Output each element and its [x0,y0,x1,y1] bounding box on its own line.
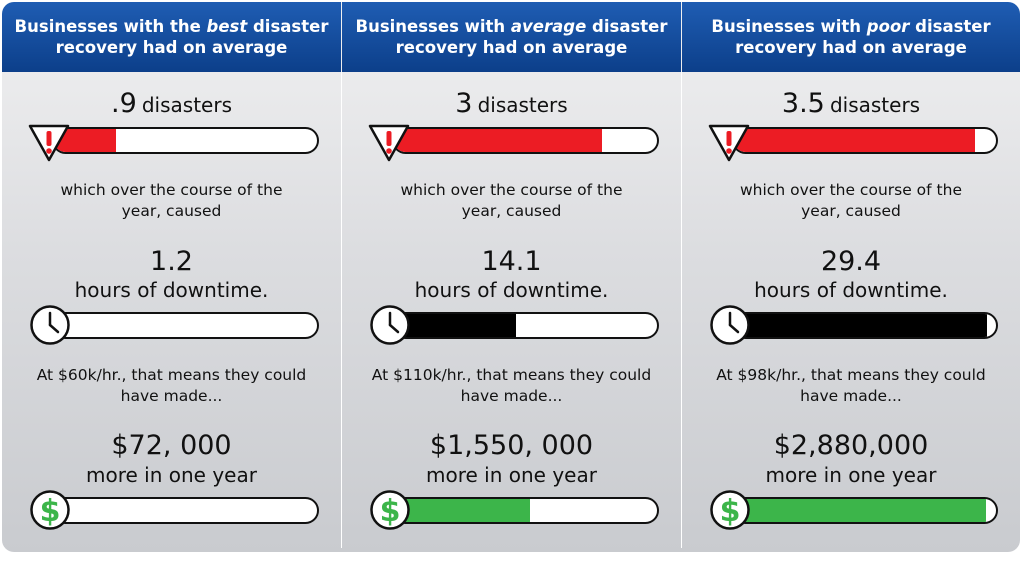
header-text-pre: Businesses with [355,17,511,36]
rate-text-line: At $110k/hr., that means they could [371,366,652,384]
hours-value: 14.1 [481,246,542,277]
disasters-bar-fill [54,129,117,152]
header-text: Businesses with average disaster recover… [342,16,681,58]
rate-text: At $110k/hr., that means they could have … [342,365,681,407]
hours-value: 1.2 [150,246,193,277]
dollar-icon: $ [710,490,750,530]
disasters-count-line: .9 disasters [2,88,341,119]
disasters-count-line: 3.5 disasters [682,88,1020,119]
header-text: Businesses with the best disaster recove… [2,16,341,58]
hours-label: hours of downtime. [74,278,269,302]
column-divider [681,72,682,548]
clock-icon [710,305,750,345]
warning-triangle-icon [708,124,750,162]
caused-text: which over the course of the year, caused [2,180,341,222]
amount-label: more in one year [86,463,257,487]
header-text-pre: Businesses with [711,17,867,36]
amount-value: $1,550, 000 [429,430,594,461]
revenue-bar [392,497,659,524]
disasters-label: disasters [477,93,568,117]
disasters-bar [52,127,319,154]
caused-text-line: year, caused [801,202,901,220]
column-header: Businesses with the best disaster recove… [2,2,341,72]
header-text-emphasis: average [510,17,587,36]
caused-text-line: which over the course of the [400,181,623,199]
column-average: Businesses with average disaster recover… [342,2,681,552]
disasters-bar-fill [734,129,976,152]
amount-value: $72, 000 [111,430,232,461]
revenue-bar-fill [734,499,986,522]
caused-text-line: which over the course of the [740,181,962,199]
column-poor: Businesses with poor disaster recovery h… [682,2,1020,552]
hours-label: hours of downtime. [754,278,948,302]
rate-text-line: At $98k/hr., that means they could [716,366,986,384]
revenue-bar [52,497,319,524]
column-header: Businesses with average disaster recover… [342,2,681,72]
caused-text: which over the course of the year, caused [342,180,681,222]
dollar-icon: $ [370,490,410,530]
caused-text: which over the course of the year, caused [682,180,1020,222]
svg-text:$: $ [380,494,401,529]
caused-text-line: year, caused [121,202,222,220]
header-text-emphasis: poor [866,17,910,36]
hours-value: 29.4 [820,246,882,277]
column-best: Businesses with the best disaster recove… [2,2,341,552]
dollar-icon: $ [30,490,70,530]
svg-text:$: $ [720,494,741,529]
warning-triangle-icon [28,124,70,162]
svg-text:$: $ [40,494,61,529]
clock-icon [370,305,410,345]
amount-label: more in one year [426,463,597,487]
disasters-label: disasters [829,93,921,117]
revenue-bar-fill [394,499,530,522]
rate-text-line: have made... [800,387,902,405]
amount-value: $2,880,000 [773,430,929,461]
rate-text-line: have made... [460,387,563,405]
disasters-value: 3 [455,88,473,119]
rate-text-line: have made... [120,387,223,405]
rate-text: At $98k/hr., that means they could have m… [682,365,1020,407]
column-divider [341,72,342,548]
revenue-bar [732,497,998,524]
header-text-pre: Businesses with the [14,17,207,36]
rate-text: At $60k/hr., that means they could have m… [2,365,341,407]
caused-text-line: which over the course of the [60,181,283,199]
amount-label: more in one year [765,463,937,487]
downtime-bar-fill [734,314,987,337]
disasters-bar [732,127,998,154]
disasters-bar-fill [394,129,602,152]
warning-triangle-icon [368,124,410,162]
disasters-value: 3.5 [781,88,825,119]
infographic: Businesses with the best disaster recove… [2,2,1020,552]
downtime-bar [392,312,659,339]
rate-text-line: At $60k/hr., that means they could [36,366,307,384]
column-header: Businesses with poor disaster recovery h… [682,2,1020,72]
header-text-emphasis: best [206,17,248,36]
clock-icon [30,305,70,345]
hours-label: hours of downtime. [414,278,609,302]
downtime-bar [52,312,319,339]
header-text: Businesses with poor disaster recovery h… [682,16,1020,58]
disasters-count-line: 3 disasters [342,88,681,119]
header-text-post: disaster recovery had on average [735,17,991,57]
caused-text-line: year, caused [461,202,562,220]
header-text-post: disaster recovery had on average [55,17,329,57]
downtime-bar [732,312,998,339]
disasters-value: .9 [111,88,137,119]
disasters-bar [392,127,659,154]
downtime-bar-fill [394,314,516,337]
header-text-post: disaster recovery had on average [395,17,668,57]
disasters-label: disasters [141,93,232,117]
